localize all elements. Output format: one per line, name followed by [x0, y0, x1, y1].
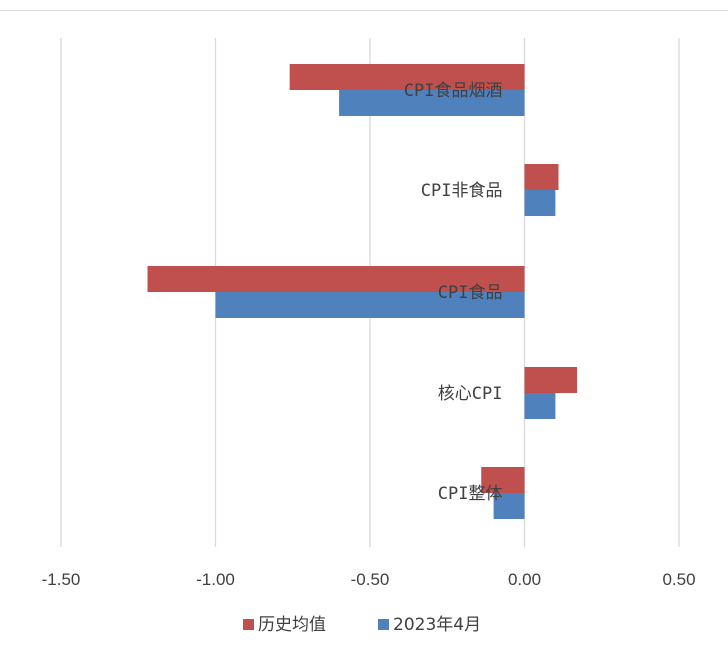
legend-label: 历史均值: [258, 615, 326, 635]
top-border: [0, 10, 728, 11]
bar: [524, 190, 556, 216]
category-label: CPI食品烟酒: [404, 81, 503, 101]
x-tick-label: -1.00: [196, 570, 235, 589]
bar: [147, 266, 525, 292]
bar: [339, 90, 525, 116]
legend-label: 2023年4月: [393, 615, 481, 635]
x-tick-label: 0.00: [508, 570, 541, 589]
bar: [289, 64, 525, 90]
bar: [215, 292, 525, 318]
bar: [524, 367, 578, 393]
x-tick-label: -1.50: [42, 570, 81, 589]
bars: [147, 64, 578, 519]
bar: [481, 467, 525, 493]
x-tick-label: -0.50: [351, 570, 390, 589]
bar: [493, 493, 525, 519]
legend: 历史均值 2023年4月: [243, 615, 481, 635]
category-label: CPI食品: [438, 283, 503, 303]
x-tick-label: 0.50: [662, 570, 695, 589]
legend-swatch: [378, 619, 389, 630]
category-label: CPI整体: [438, 484, 503, 504]
category-label: CPI非食品: [421, 181, 503, 201]
category-label: 核心CPI: [438, 384, 503, 404]
x-axis-ticks: -1.50 -1.00 -0.50 0.00 0.50: [42, 570, 696, 589]
bar: [524, 393, 556, 419]
legend-swatch: [243, 619, 254, 630]
bar: [524, 164, 559, 190]
